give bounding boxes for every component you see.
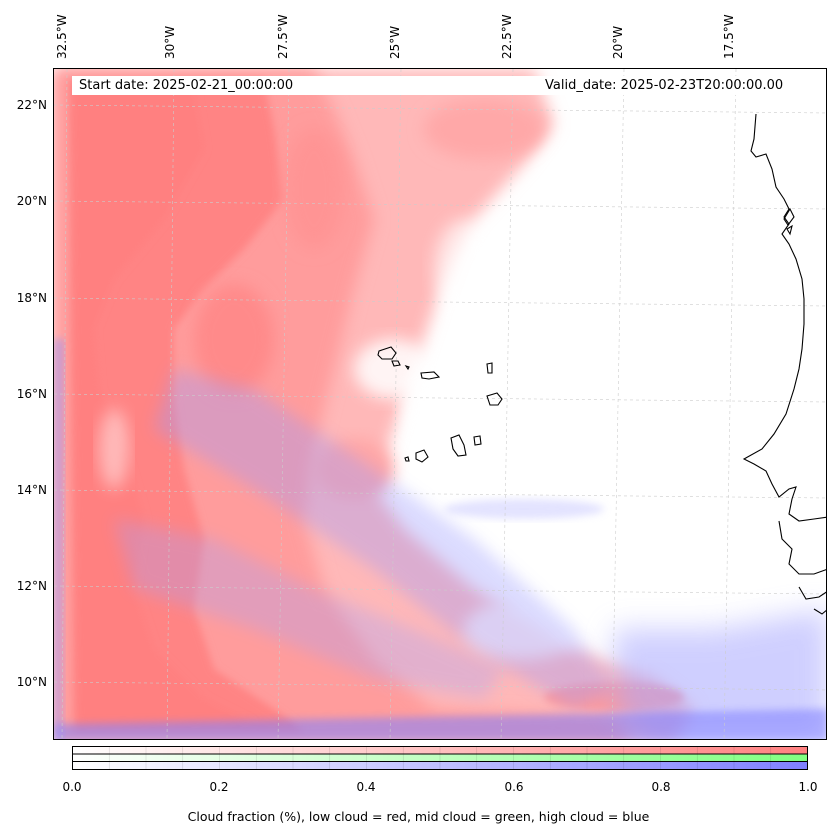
- colorbar-tick-label: 0.8: [651, 780, 671, 794]
- lon-label-27-5w: 27.5°W: [276, 14, 290, 59]
- low-cloud-band: [424, 99, 544, 159]
- meridian-25w: [389, 69, 402, 739]
- cape-verde-santo-antao: [377, 346, 397, 360]
- meridian-30w: [166, 69, 175, 739]
- colorbar-caption: Cloud fraction (%), low cloud = red, mid…: [187, 809, 650, 824]
- guinea-bissau-coast: [798, 586, 826, 615]
- cape-verde-maio: [473, 435, 482, 446]
- lon-label-25w: 25°W: [388, 25, 402, 59]
- meridian-20w: [611, 69, 625, 739]
- colorbar-tick-marks: [72, 746, 808, 770]
- coastal-islands: [783, 207, 795, 236]
- date-strip: [72, 76, 808, 95]
- meridian-22-5w: [500, 69, 514, 739]
- colorbar-tick-label: 0.6: [504, 780, 524, 794]
- cape-verde-santa-luzia: [404, 364, 410, 371]
- lon-label-30w: 30°W: [163, 25, 177, 59]
- lon-label-32-5w: 32.5°W: [55, 14, 69, 59]
- graticule: [54, 69, 826, 739]
- colorbar-tick-label: 0.4: [356, 780, 376, 794]
- cape-verde-sal: [486, 362, 493, 374]
- high-cloud-diagonal-band: [114, 519, 504, 699]
- low-cloud-patch: [194, 284, 274, 394]
- cape-verde-santiago: [450, 434, 467, 457]
- cloud-field: [54, 69, 826, 739]
- meridian-17-5w: [723, 69, 737, 739]
- cape-verde-boa-vista: [486, 392, 503, 406]
- colorbar: [72, 746, 808, 770]
- high-cloud-diagonal-band: [154, 369, 614, 709]
- colorbar-tick-label: 0.2: [209, 780, 229, 794]
- lat-label-10n: 10°N: [16, 675, 47, 689]
- lat-label-18n: 18°N: [16, 291, 47, 305]
- low-cloud-core: [74, 89, 254, 724]
- lon-label-22-5w: 22.5°W: [500, 14, 514, 59]
- cape-verde-brava: [404, 456, 410, 462]
- clear-patch: [404, 369, 464, 449]
- cape-verde-fogo: [415, 449, 429, 463]
- low-cloud-patch: [284, 129, 344, 249]
- start-date-label: Start date: 2025-02-21_00:00:00: [79, 78, 294, 93]
- colorbar-tick-label: 0.0: [62, 780, 82, 794]
- cape-verde-sao-nicolau: [420, 371, 441, 380]
- coastlines: [377, 113, 826, 615]
- lat-label-14n: 14°N: [16, 483, 47, 497]
- high-cloud-layer: [54, 339, 826, 739]
- cape-verde-sao-vicente: [391, 360, 401, 367]
- high-cloud-southeast: [614, 609, 826, 739]
- colorbar-high-cloud: [72, 761, 808, 770]
- meridian-32-5w: [61, 69, 68, 739]
- lat-label-20n: 20°N: [16, 194, 47, 208]
- africa-coastline: [742, 113, 826, 522]
- high-cloud-bottom-edge: [54, 709, 826, 739]
- clear-patch: [99, 409, 129, 489]
- valid-date-label: Valid_date: 2025-02-23T20:00:00.00: [545, 78, 784, 93]
- lat-label-16n: 16°N: [16, 387, 47, 401]
- lat-label-12n: 12°N: [16, 579, 47, 593]
- high-cloud-left-edge: [54, 339, 64, 739]
- colorbar-tick-label: 1.0: [798, 780, 818, 794]
- lon-label-20w: 20°W: [611, 25, 625, 59]
- meridian-27-5w: [277, 69, 290, 739]
- clear-patch: [434, 219, 494, 319]
- lon-label-17-5w: 17.5°W: [722, 14, 736, 59]
- lat-label-22n: 22°N: [16, 98, 47, 112]
- map-panel: [53, 68, 827, 740]
- high-cloud-wisp: [444, 499, 604, 519]
- senegal-gambia-coast: [778, 520, 826, 575]
